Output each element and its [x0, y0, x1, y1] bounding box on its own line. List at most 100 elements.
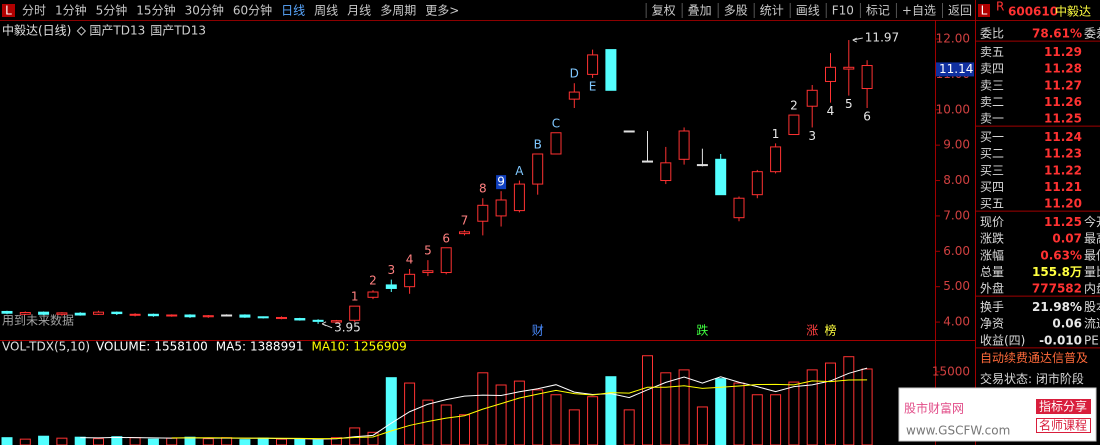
- annotation: 11.97: [865, 31, 899, 45]
- quote-value: 11.24: [1044, 130, 1082, 144]
- volume-bar: [532, 389, 544, 445]
- annotation-arrowhead: [852, 37, 858, 43]
- y-tick-label: 9.00: [943, 138, 970, 152]
- event-marker: 榜: [824, 323, 836, 338]
- quote-extra: PE: [1084, 333, 1099, 347]
- quote-value: 11.20: [1044, 197, 1082, 211]
- watermark-tag-box: [1036, 399, 1091, 414]
- td-label: 8: [479, 182, 487, 196]
- toolbar-button[interactable]: 多股: [724, 4, 748, 18]
- td-label: 5: [845, 97, 853, 111]
- quote-value: 11.21: [1044, 180, 1082, 194]
- candle-body: [623, 130, 635, 133]
- volume-bar: [129, 437, 141, 445]
- tab[interactable]: 5分钟: [96, 3, 128, 18]
- indicator-name: 国产TD13: [150, 24, 206, 38]
- quote-label: 涨幅: [980, 247, 1004, 262]
- tab[interactable]: 30分钟: [185, 3, 224, 18]
- legend-value: 1388991: [250, 340, 303, 354]
- flag: L: [981, 4, 988, 18]
- tab[interactable]: 更多>: [425, 4, 459, 18]
- candle-body: [605, 49, 617, 91]
- tab[interactable]: 分时: [22, 4, 46, 18]
- candle-body: [147, 313, 159, 317]
- candle-body: [276, 316, 287, 320]
- tab[interactable]: 60分钟: [233, 3, 272, 18]
- toolbar-button[interactable]: 画线: [796, 4, 820, 18]
- td-label: 1: [772, 127, 780, 141]
- volume-bar: [147, 438, 159, 445]
- quote-extra: 最高: [1084, 231, 1100, 246]
- volume-bar: [202, 438, 214, 445]
- td-highlight: [496, 175, 507, 190]
- toolbar-button[interactable]: +自选: [902, 4, 936, 18]
- quote-value: 11.29: [1044, 45, 1082, 59]
- quote-label: 换手: [980, 300, 1004, 314]
- candle-body: [367, 291, 379, 298]
- candle-body: [330, 320, 342, 323]
- td-label: 4: [827, 104, 835, 118]
- candle-body: [440, 247, 452, 274]
- volume-bar: [733, 382, 745, 445]
- candle-body: [495, 199, 507, 217]
- stock-code: 600610: [1008, 5, 1058, 19]
- candle-body: [513, 183, 525, 212]
- watermark-tag: 指标分享: [1039, 399, 1087, 414]
- y-tick-label: 8.00: [943, 173, 970, 187]
- candle-body: [385, 284, 397, 289]
- watermark-title: 股市财富网: [904, 401, 964, 416]
- tab[interactable]: 日线: [281, 4, 305, 18]
- quote-value: 78.61%: [1032, 27, 1082, 41]
- quote-label: 外盘: [980, 281, 1004, 296]
- td-label: 2: [369, 274, 377, 288]
- tab[interactable]: 多周期: [380, 4, 416, 18]
- td-label: 5: [424, 244, 432, 258]
- candle-body: [111, 311, 123, 315]
- candle-body: [312, 319, 324, 322]
- candle-body: [166, 314, 178, 317]
- y-tick-label: 15000: [932, 364, 970, 378]
- candle-body: [477, 204, 489, 222]
- tab[interactable]: 周线: [314, 4, 338, 18]
- tab[interactable]: 15分钟: [136, 3, 175, 18]
- legend-name: MA10:: [311, 340, 349, 354]
- quote-value: 0.07: [1052, 232, 1082, 246]
- flag-box: [978, 4, 990, 17]
- quote-value: 11.28: [1044, 62, 1082, 76]
- volume-bar: [459, 414, 470, 445]
- volume-bar: [642, 355, 653, 445]
- candle-body: [587, 54, 599, 75]
- td-label: 3: [387, 263, 395, 277]
- volume-bar: [1, 437, 13, 445]
- td-label: 9: [497, 175, 505, 189]
- toolbar-button[interactable]: F10: [832, 4, 854, 18]
- volume-bar: [751, 394, 763, 445]
- annotation: 3.95: [334, 320, 361, 334]
- toolbar-button[interactable]: 统计: [760, 4, 784, 18]
- chart-title: 中毅达(日线): [2, 23, 71, 38]
- candle-body: [806, 89, 818, 107]
- volume-bar: [294, 438, 306, 445]
- candle-body: [733, 197, 745, 219]
- quote-label: 总量: [980, 265, 1004, 279]
- td-label: E: [589, 79, 597, 93]
- volume-bar: [385, 377, 397, 445]
- quote-label: 委比: [980, 27, 1004, 41]
- candle-body: [129, 313, 141, 316]
- toolbar-button[interactable]: 复权: [652, 4, 676, 18]
- toolbar-button[interactable]: 返回: [948, 4, 972, 18]
- toolbar-button[interactable]: 叠加: [688, 4, 712, 18]
- tab[interactable]: 1分钟: [55, 3, 87, 18]
- volume-bar: [495, 384, 507, 445]
- candle-body: [19, 312, 31, 315]
- volume-bar: [257, 437, 269, 445]
- quote-extra: 委差: [1084, 27, 1100, 41]
- tab[interactable]: 月线: [347, 4, 371, 18]
- quote-value: 0.63%: [1040, 248, 1082, 262]
- quote-extra: 今开: [1084, 214, 1100, 229]
- quote-extra: 内盘: [1084, 281, 1100, 296]
- volume-bar: [696, 406, 708, 445]
- toolbar-button[interactable]: 标记: [866, 4, 890, 18]
- quote-value: 11.23: [1044, 147, 1082, 161]
